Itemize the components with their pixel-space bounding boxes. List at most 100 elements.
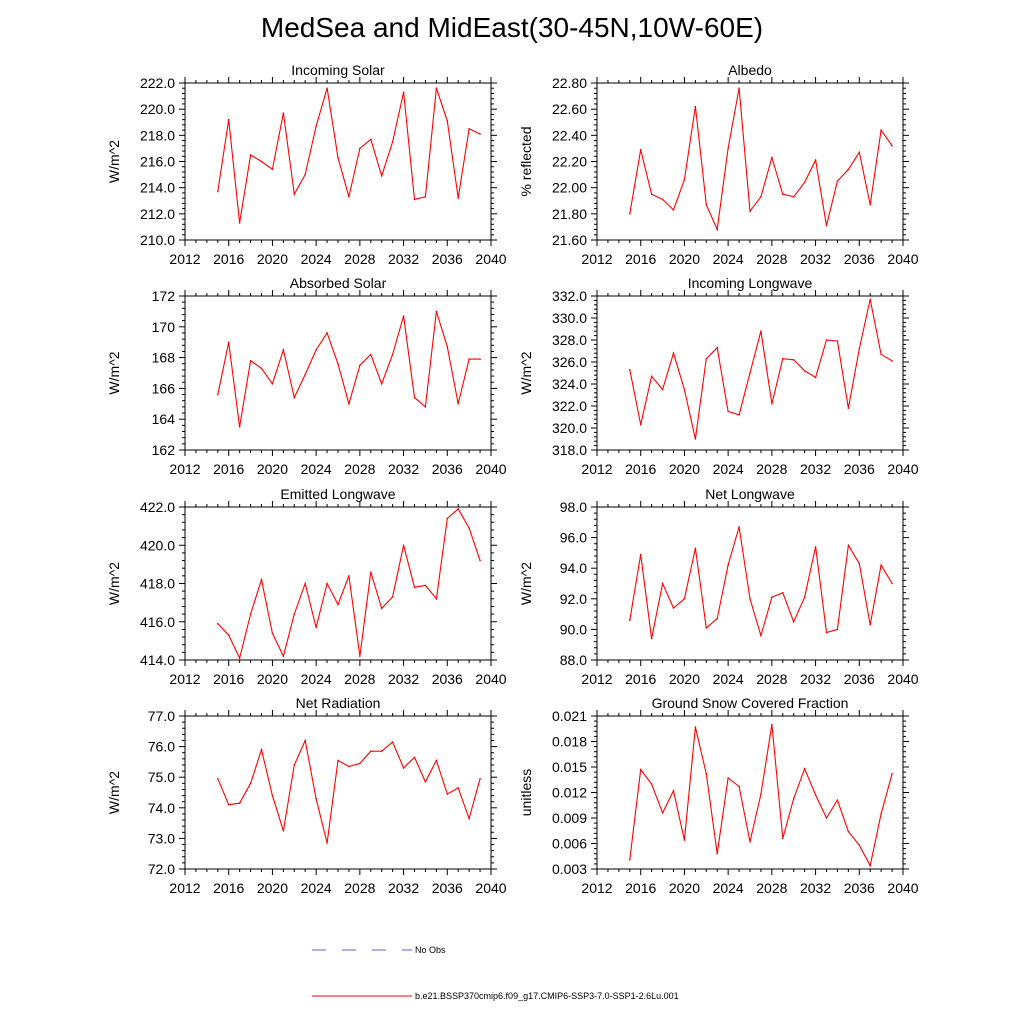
y-tick-label: 22.20 bbox=[552, 154, 587, 170]
data-point bbox=[249, 782, 252, 785]
data-point bbox=[326, 332, 328, 334]
data-point bbox=[271, 632, 274, 635]
x-tick-label: 2028 bbox=[344, 461, 375, 477]
panel-5: 2012 2016 2020 2024 2028 2032 2036 2040 88.0 90.0… bbox=[518, 486, 919, 687]
data-point bbox=[858, 151, 861, 154]
data-point bbox=[271, 382, 274, 385]
x-tick-label: 2040 bbox=[887, 461, 918, 477]
data-point bbox=[803, 181, 806, 184]
y-tick-label: 330.0 bbox=[552, 310, 587, 326]
data-point bbox=[326, 582, 328, 585]
data-point bbox=[457, 403, 460, 405]
data-point bbox=[479, 559, 481, 562]
data-point bbox=[446, 120, 449, 122]
y-tick-label: 0.012 bbox=[552, 785, 587, 801]
y-tick-label: 318.0 bbox=[552, 442, 587, 458]
data-point bbox=[402, 544, 405, 547]
data-point bbox=[858, 844, 861, 846]
data-point bbox=[891, 582, 893, 585]
data-point bbox=[337, 362, 339, 365]
data-point bbox=[858, 562, 861, 565]
data-point bbox=[727, 564, 729, 566]
y-tick-label: 96.0 bbox=[560, 530, 587, 546]
x-tick-label: 2024 bbox=[713, 251, 744, 267]
data-point bbox=[760, 793, 762, 795]
plot-frame bbox=[596, 715, 904, 870]
y-tick-label: 322.0 bbox=[552, 398, 587, 414]
data-point bbox=[216, 190, 219, 193]
x-tick-label: 2036 bbox=[432, 461, 463, 477]
data-point bbox=[880, 353, 882, 356]
data-point bbox=[413, 396, 416, 399]
y-tick-label: 210.0 bbox=[140, 232, 175, 248]
data-point bbox=[694, 438, 697, 440]
data-point bbox=[369, 138, 372, 141]
data-point bbox=[435, 598, 438, 600]
data-point bbox=[639, 553, 642, 556]
panel-title: Net Radiation bbox=[296, 695, 381, 711]
x-tick-label: 2020 bbox=[257, 671, 288, 687]
y-tick-label: 21.80 bbox=[552, 206, 587, 222]
figure-title: MedSea and MidEast(30-45N,10W-60E) bbox=[260, 12, 764, 43]
y-tick-label: 420.0 bbox=[140, 537, 175, 553]
data-point bbox=[468, 127, 470, 130]
data-point bbox=[880, 129, 882, 131]
data-point bbox=[293, 396, 296, 399]
data-point bbox=[369, 353, 372, 356]
x-tick-label: 2032 bbox=[800, 671, 831, 687]
data-point bbox=[792, 620, 795, 623]
panel-title: Net Longwave bbox=[705, 486, 795, 502]
data-point bbox=[694, 105, 697, 108]
data-point bbox=[260, 367, 263, 370]
x-tick-label: 2020 bbox=[669, 461, 700, 477]
data-point bbox=[792, 797, 795, 800]
series-line bbox=[629, 724, 893, 868]
data-point bbox=[424, 780, 427, 783]
data-point bbox=[727, 410, 729, 413]
y-tick-label: 212.0 bbox=[140, 206, 175, 222]
data-point bbox=[639, 768, 642, 771]
y-axis-label: W/m^2 bbox=[106, 562, 122, 605]
panels: 2012 2016 2020 2024 2028 2032 2036 2040 210.0 212… bbox=[106, 62, 919, 896]
data-point bbox=[304, 373, 307, 376]
panel-title: Incoming Solar bbox=[291, 62, 385, 78]
data-point bbox=[825, 631, 828, 634]
x-tick-label: 2028 bbox=[344, 671, 375, 687]
data-point bbox=[727, 147, 729, 150]
x-tick-label: 2040 bbox=[475, 671, 506, 687]
data-point bbox=[424, 406, 427, 408]
y-tick-label: 21.60 bbox=[552, 232, 587, 248]
x-tick-label: 2012 bbox=[169, 251, 200, 267]
legend-no-obs-label: No Obs bbox=[415, 945, 446, 955]
data-point bbox=[348, 403, 350, 405]
data-point bbox=[468, 358, 470, 360]
data-point bbox=[304, 173, 307, 176]
data-point bbox=[413, 198, 416, 201]
data-point bbox=[402, 91, 405, 93]
data-point bbox=[738, 785, 740, 788]
y-tick-label: 76.0 bbox=[148, 739, 175, 755]
y-tick-label: 0.009 bbox=[552, 810, 587, 826]
series-line bbox=[217, 508, 481, 660]
y-axis-label: unitless bbox=[518, 769, 534, 816]
data-point bbox=[348, 196, 350, 198]
y-axis-label: W/m^2 bbox=[106, 771, 122, 814]
legend-series-label: b.e21.BSSP370cmip6.f09_g17.CMIP6-SSP3-7.… bbox=[415, 991, 679, 1001]
data-point bbox=[326, 842, 328, 844]
data-point bbox=[814, 545, 817, 548]
x-tick-label: 2024 bbox=[301, 671, 332, 687]
data-point bbox=[337, 156, 339, 159]
x-tick-label: 2036 bbox=[844, 461, 875, 477]
x-tick-label: 2040 bbox=[475, 461, 506, 477]
data-point bbox=[771, 403, 773, 405]
data-point bbox=[260, 160, 263, 163]
plot-frame bbox=[184, 715, 492, 870]
y-tick-label: 0.018 bbox=[552, 734, 587, 750]
data-point bbox=[348, 765, 350, 768]
x-tick-label: 2032 bbox=[388, 880, 419, 896]
x-tick-label: 2020 bbox=[257, 880, 288, 896]
data-point bbox=[672, 607, 675, 609]
data-point bbox=[749, 372, 751, 374]
y-tick-label: 98.0 bbox=[560, 499, 587, 515]
data-point bbox=[282, 829, 285, 832]
